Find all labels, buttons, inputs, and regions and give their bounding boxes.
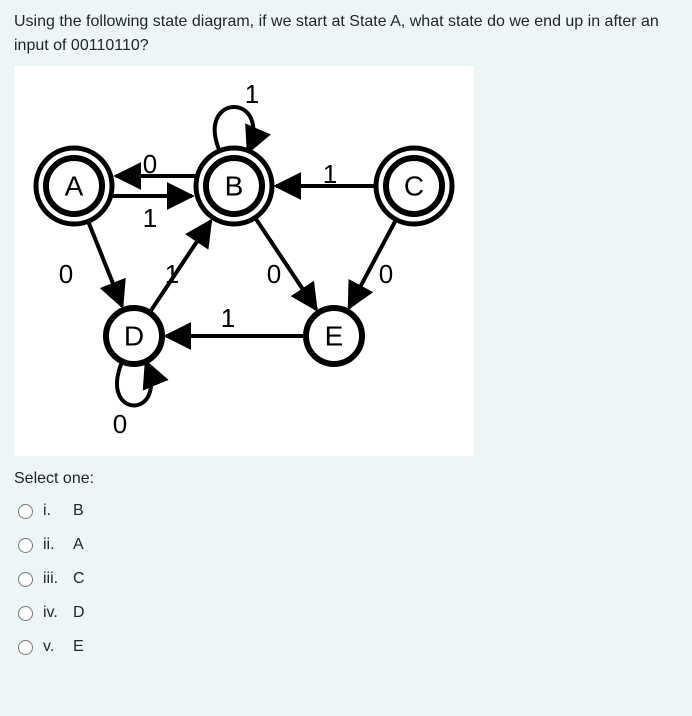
- answer-radio[interactable]: [18, 504, 33, 519]
- edge-label: 0: [267, 259, 281, 289]
- state-node-C: C: [376, 148, 452, 224]
- svg-text:D: D: [124, 320, 144, 351]
- answer-option[interactable]: i.B: [14, 494, 678, 528]
- svg-text:C: C: [404, 170, 424, 201]
- edge-label: 0: [59, 259, 73, 289]
- question-text: Using the following state diagram, if we…: [14, 10, 678, 58]
- edge-label: 1: [143, 203, 157, 233]
- edge-label: 1: [323, 159, 337, 189]
- answer-label: v.E: [43, 638, 84, 656]
- answer-option[interactable]: iii.C: [14, 562, 678, 596]
- edge-label: 0: [143, 149, 157, 179]
- select-one-label: Select one:: [14, 470, 678, 488]
- answer-label: ii.A: [43, 536, 84, 554]
- svg-text:B: B: [225, 170, 244, 201]
- answer-option[interactable]: ii.A: [14, 528, 678, 562]
- edge-label: 1: [221, 303, 235, 333]
- edge-label: 1: [245, 79, 259, 109]
- answer-label: iii.C: [43, 570, 85, 588]
- edge-label: 0: [113, 409, 127, 439]
- answer-option[interactable]: iv.D: [14, 596, 678, 630]
- answer-radio[interactable]: [18, 572, 33, 587]
- edge-label: 1: [165, 259, 179, 289]
- svg-text:A: A: [65, 170, 84, 201]
- edge-label: 0: [379, 259, 393, 289]
- answer-label: iv.D: [43, 604, 85, 622]
- state-node-E: E: [306, 308, 362, 364]
- answer-radio[interactable]: [18, 606, 33, 621]
- state-node-B: B: [196, 148, 272, 224]
- state-diagram: ABCDE 0110100110: [14, 66, 474, 456]
- answer-radio[interactable]: [18, 538, 33, 553]
- answer-option[interactable]: v.E: [14, 630, 678, 664]
- svg-text:E: E: [325, 320, 344, 351]
- state-node-D: D: [106, 308, 162, 364]
- answer-label: i.B: [43, 502, 84, 520]
- answer-radio[interactable]: [18, 640, 33, 655]
- state-node-A: A: [36, 148, 112, 224]
